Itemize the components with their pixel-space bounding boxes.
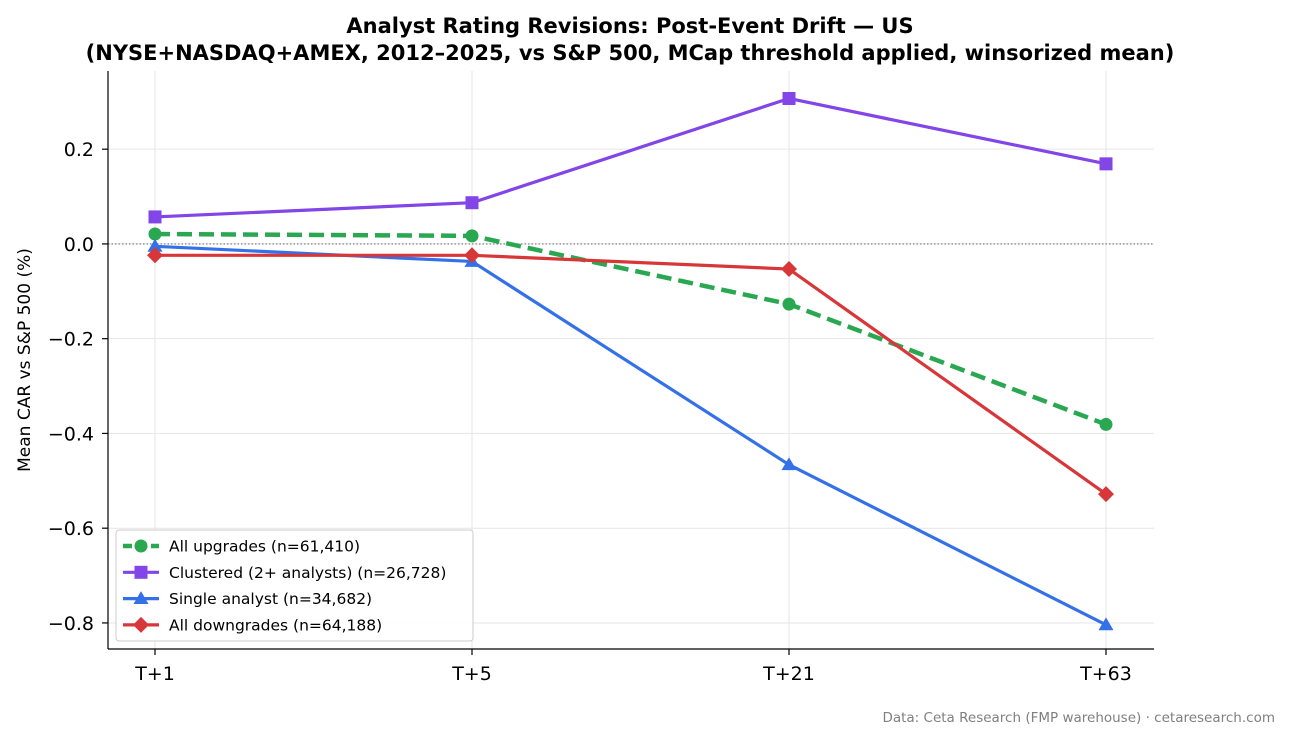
legend-item: All upgrades (n=61,410) [123, 538, 360, 556]
y-tick-label: 0.0 [64, 234, 94, 256]
legend-label: Clustered (2+ analysts) (n=26,728) [169, 564, 446, 582]
legend-label: Single analyst (n=34,682) [169, 590, 372, 608]
axes [107, 71, 1154, 650]
series-line [155, 253, 1107, 496]
legend: All upgrades (n=61,410) Clustered (2+ ana… [115, 529, 474, 642]
y-tick-label: −0.4 [48, 423, 94, 445]
data-point-diamond [464, 247, 480, 264]
y-axis-label: Mean CAR vs S&P 500 (%) [15, 248, 35, 472]
data-point-diamond [147, 247, 163, 264]
x-ticks: T+1 T+5 T+21 T+63 [134, 649, 1132, 685]
series-4 [147, 247, 1114, 503]
data-point-triangle [1098, 617, 1114, 631]
data-point-square [465, 196, 479, 210]
chart-title-line-2: (NYSE+NASDAQ+AMEX, 2012–2025, vs S&P 500… [86, 41, 1175, 65]
x-tick-label: T+63 [1079, 663, 1132, 685]
data-point-triangle [781, 457, 797, 471]
data-point-circle [782, 297, 796, 311]
x-tick-label: T+1 [134, 663, 175, 685]
legend-label: All upgrades (n=61,410) [169, 538, 360, 556]
y-ticks: 0.2 0.0 −0.2 −0.4 −0.6 −0.8 [48, 139, 108, 635]
legend-swatch-marker [134, 539, 148, 553]
data-point-circle [148, 227, 162, 241]
series-line [154, 96, 1107, 219]
y-tick-label: −0.8 [48, 613, 94, 635]
data-point-square [782, 91, 796, 105]
data-credit: Data: Ceta Research (FMP warehouse) · ce… [882, 710, 1275, 726]
legend-item: Clustered (2+ analysts) (n=26,728) [123, 564, 446, 582]
x-tick-label: T+21 [762, 663, 815, 685]
series-line [154, 231, 1107, 427]
data-point-circle [465, 229, 479, 243]
legend-box [115, 529, 474, 642]
chart-title-line-1: Analyst Rating Revisions: Post-Event Dri… [346, 14, 913, 38]
legend-label: All downgrades (n=64,188) [169, 616, 382, 634]
y-tick-label: 0.2 [64, 139, 94, 161]
legend-swatch-marker [133, 591, 149, 604]
y-tick-label: −0.2 [48, 329, 94, 351]
legend-swatch-marker [134, 565, 148, 579]
x-tick-label: T+5 [451, 663, 492, 685]
legend-swatch-marker [133, 616, 149, 633]
data-point-diamond [1098, 486, 1114, 503]
legend-item: Single analyst (n=34,682) [123, 590, 372, 608]
data-point-diamond [781, 261, 797, 278]
data-point-square [1099, 157, 1113, 171]
series-1 [148, 227, 1113, 431]
data-point-circle [1099, 417, 1113, 431]
legend-item: All downgrades (n=64,188) [123, 616, 382, 634]
series [147, 91, 1114, 631]
series-2 [148, 91, 1113, 224]
data-point-triangle [147, 238, 163, 252]
y-tick-label: −0.6 [48, 518, 94, 540]
data-point-square [148, 210, 162, 224]
